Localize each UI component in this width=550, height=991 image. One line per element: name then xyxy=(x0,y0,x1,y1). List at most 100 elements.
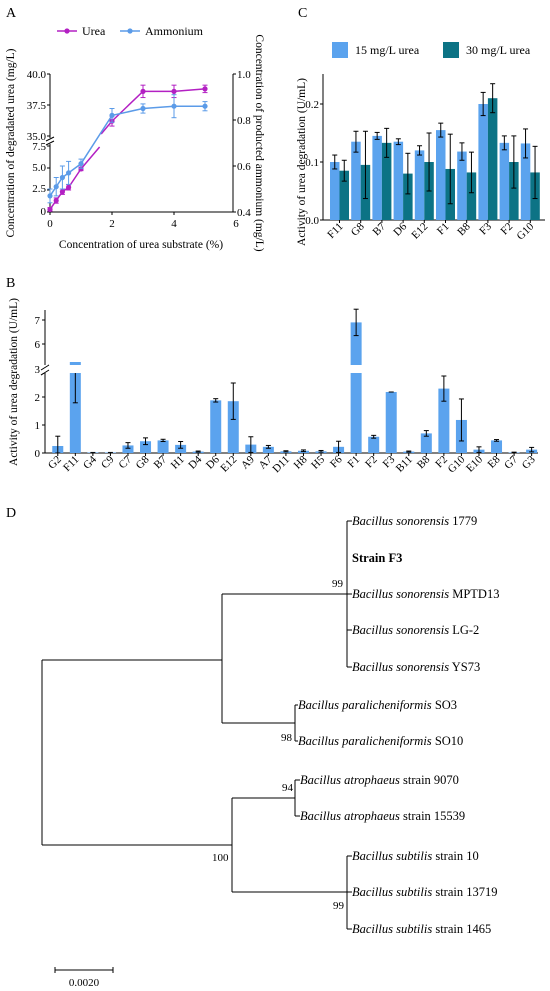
b-ytick-6: 6 xyxy=(35,339,41,351)
b-bar-b8-21 xyxy=(420,433,432,453)
b-xtick-label-17: F1 xyxy=(346,454,363,471)
panel-d: D xyxy=(6,506,499,989)
c-bar-b7-30mg xyxy=(381,142,392,220)
b-ytick-3: 3 xyxy=(35,364,41,376)
a-ytick-0: 0 xyxy=(41,206,47,218)
b-xtick-label-10: E12 xyxy=(218,454,239,475)
b-bar-f2-18 xyxy=(368,436,380,453)
b-xtick-label-3: C9 xyxy=(99,453,117,471)
panel-b-y-title: Activity of urea degradation (U/mL) xyxy=(8,298,20,466)
c-xtick-label-f1: F1 xyxy=(435,221,452,238)
c-bar-f2-30mg xyxy=(509,162,519,220)
panel-a-right-y-title: Concentration of producted ammonium (mg/… xyxy=(253,34,265,251)
series-urea-point-6 xyxy=(140,88,146,94)
panel-c-y-title: Activity of urea degradation (U/mL) xyxy=(296,78,308,246)
panel-a-left-y-title: Concentration of degradated urea (mg/L) xyxy=(5,48,17,237)
a-ytick-40-0: 40.0 xyxy=(27,69,47,81)
bootstrap-atrophaeus: 94 xyxy=(282,782,294,794)
b-xtick-label-9: D6 xyxy=(204,453,222,471)
c-xtick-label-b7: B7 xyxy=(370,220,388,238)
c-xtick-label-f11: F11 xyxy=(325,221,345,241)
b-xtick-label-7: H1 xyxy=(169,454,187,472)
b-ytick-7: 7 xyxy=(35,315,41,327)
tree-leaves: Bacillus sonorensis 1779 Strain F3 Bacil… xyxy=(298,514,499,936)
a-rtick-0-4: 0.4 xyxy=(237,207,251,219)
b-xtick-label-13: D11 xyxy=(270,454,292,476)
panel-b-letter: B xyxy=(6,276,15,291)
panel-b: B 0 1 2 3 6 7 Activity of urea degradati… xyxy=(6,276,540,476)
b-bar-h1-7 xyxy=(175,444,187,453)
c-bar-d6-30mg xyxy=(403,173,413,220)
b-bar-a7-12 xyxy=(262,446,274,453)
leaf-sonorensis-mptd13: Bacillus sonorensis MPTD13 xyxy=(352,587,499,601)
series-urea-point-0 xyxy=(47,206,53,212)
c-bar-f3-15mg xyxy=(478,104,488,220)
c-bar-f3-30mg xyxy=(487,98,498,220)
legend-30mg-swatch xyxy=(443,42,459,58)
leaf-sonorensis-1779: Bacillus sonorensis 1779 xyxy=(352,514,477,528)
a-xtick-2: 2 xyxy=(109,218,115,230)
leaf-sonorensis-ys73: Bacillus sonorensis YS73 xyxy=(352,660,480,674)
series-ammonium-point-5 xyxy=(109,112,115,118)
leaf-atrophaeus-9070: Bacillus atrophaeus strain 9070 xyxy=(300,773,459,787)
c-bar-g10-15mg xyxy=(520,143,531,220)
c-xtick-label-g10: G10 xyxy=(515,220,537,242)
b-break-slash-2 xyxy=(40,369,50,376)
b-ytick-0: 0 xyxy=(35,448,41,460)
a-xtick-6: 6 xyxy=(233,218,239,230)
b-ytick-2: 2 xyxy=(35,392,41,404)
b-bar-c7-4 xyxy=(122,445,134,453)
panel-a-legend: Urea Ammonium xyxy=(57,24,204,38)
a-ytick-5-0: 5.0 xyxy=(32,162,46,174)
b-xtick-label-27: G3 xyxy=(520,453,538,471)
bootstrap-sonorensis: 99 xyxy=(332,578,344,590)
panel-c-y-ticks: 0.0 0.1 0.2 xyxy=(305,99,323,227)
b-xtick-label-18: F2 xyxy=(363,454,380,471)
leaf-strain-f3: Strain F3 xyxy=(352,551,402,565)
b-xtick-label-11: A9 xyxy=(239,453,257,471)
panel-c-bars: F11 G8 B7 D6 E12 F1 B8 F3 F2 G10 xyxy=(325,83,540,243)
series-ammonium-point-8 xyxy=(202,103,208,109)
leaf-atrophaeus-15539: Bacillus atrophaeus strain 15539 xyxy=(300,809,465,823)
series-ammonium-point-2 xyxy=(59,174,65,181)
a-ytick-37-5: 37.5 xyxy=(27,100,47,112)
legend-ammonium-label: Ammonium xyxy=(145,24,204,38)
c-bar-g8-15mg xyxy=(351,141,361,220)
panel-a-axis-break-mark xyxy=(45,136,55,142)
leaf-subtilis-1465: Bacillus subtilis strain 1465 xyxy=(352,922,491,936)
c-bar-e12-15mg xyxy=(414,150,425,220)
series-ammonium-line xyxy=(49,105,205,197)
a-ytick-2-5: 2.5 xyxy=(32,183,46,195)
c-xtick-label-f3: F3 xyxy=(477,220,494,237)
series-urea-line-break-a xyxy=(80,146,101,170)
a-xtick-4: 4 xyxy=(171,218,177,230)
legend-15mg-label: 15 mg/L urea xyxy=(355,43,420,57)
b-xtick-label-8: D4 xyxy=(186,453,204,471)
legend-urea-marker xyxy=(64,28,70,34)
leaf-subtilis-13719: Bacillus subtilis strain 13719 xyxy=(352,885,498,899)
leaf-paralicheniformis-so3: Bacillus paralicheniformis SO3 xyxy=(298,698,457,712)
b-xtick-label-0: G2 xyxy=(46,454,64,472)
a-rtick-1-0: 1.0 xyxy=(237,69,251,81)
series-urea-point-7 xyxy=(171,88,177,94)
panel-a-series xyxy=(47,84,208,212)
c-xtick-label-f2: F2 xyxy=(499,221,516,238)
panel-a-x-ticks: 0 2 4 6 xyxy=(47,212,239,230)
a-ytick-7-5: 7.5 xyxy=(32,141,46,153)
series-urea-point-1 xyxy=(53,197,59,204)
b-xtick-label-26: G7 xyxy=(502,453,520,471)
panel-a-axis-break-mark-2 xyxy=(45,140,55,146)
c-bar-f11-15mg xyxy=(330,162,340,220)
b-xtick-label-2: G4 xyxy=(81,453,99,471)
scale-bar-label: 0.0020 xyxy=(69,977,100,989)
legend-ammonium-marker xyxy=(127,28,133,34)
panel-b-y-ticks: 0 1 2 3 6 7 xyxy=(35,315,45,460)
c-bar-b8-15mg xyxy=(457,151,467,220)
leaf-paralicheniformis-so10: Bacillus paralicheniformis SO10 xyxy=(298,734,463,748)
bootstrap-values: 99 98 94 100 99 xyxy=(212,578,345,912)
b-bar-f11-1 xyxy=(69,362,81,453)
b-bar-f2-22 xyxy=(438,388,450,453)
c-xtick-label-b8: B8 xyxy=(455,220,473,238)
legend-30mg-label: 30 mg/L urea xyxy=(466,43,531,57)
